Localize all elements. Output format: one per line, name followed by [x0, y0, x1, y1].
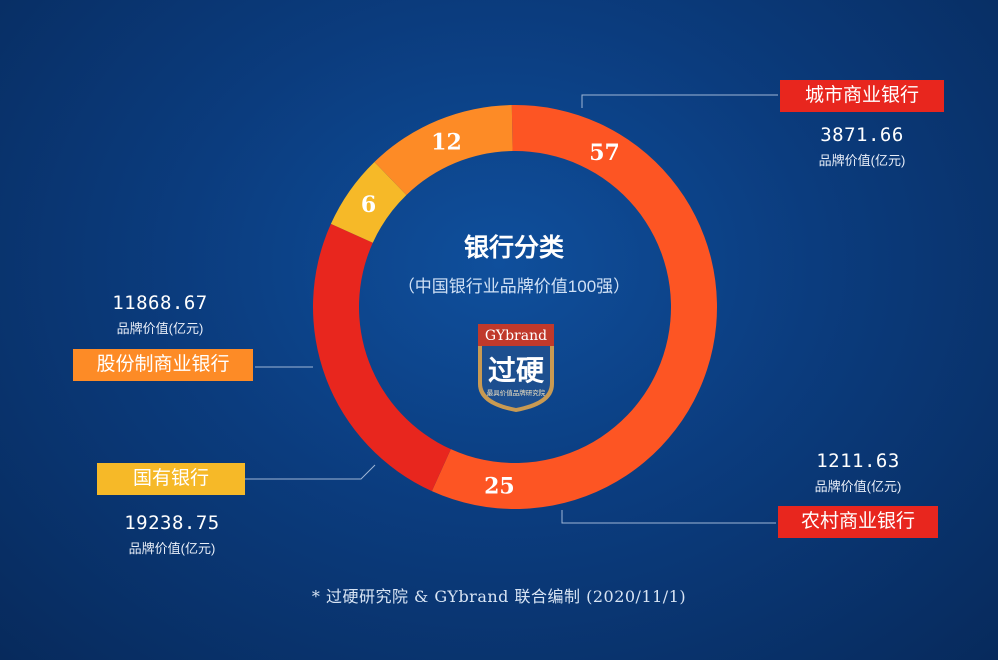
logo-brand-text: GYbrand	[485, 328, 547, 344]
brand-value-rural-commercial: 1211.63	[816, 450, 900, 472]
logo-name-text: 过硬	[488, 354, 545, 387]
source-footnote: * 过硬研究院 & GYbrand 联合编制 (2020/11/1)	[311, 587, 687, 606]
logo-tagline-text: 最具价值品牌研究院	[487, 388, 546, 397]
legend-tag-joint-stock: 股份制商业银行	[73, 349, 253, 381]
slice-value-label-joint-stock: 12	[431, 130, 462, 156]
slice-joint-stock	[374, 105, 513, 195]
brand-value-unit: 品牌价值(亿元)	[128, 541, 216, 556]
leader-state-owned	[227, 464, 376, 480]
slice-value-label-state-owned: 6	[361, 192, 376, 218]
slice-rural-commercial	[312, 223, 451, 492]
slice-value-label-rural-commercial: 25	[484, 473, 515, 499]
value-block-rural-commercial: 1211.63 品牌价值(亿元)	[776, 450, 940, 495]
leader-rural-commercial	[561, 510, 776, 524]
slice-city-commercial	[431, 105, 718, 509]
brand-value-state-owned: 19238.75	[124, 512, 220, 534]
slice-state-owned	[330, 161, 407, 243]
legend-tag-city-commercial: 城市商业银行	[780, 80, 944, 112]
legend-tag-rural-commercial: 农村商业银行	[778, 506, 938, 538]
value-block-city-commercial: 3871.66 品牌价值(亿元)	[780, 124, 944, 169]
brand-value-unit: 品牌价值(亿元)	[116, 321, 204, 336]
leader-lines	[227, 94, 778, 524]
brand-value-city-commercial: 3871.66	[820, 124, 904, 146]
value-block-joint-stock: 11868.67 品牌价值(亿元)	[80, 292, 240, 337]
brand-value-joint-stock: 11868.67	[112, 292, 208, 314]
chart-subtitle: （中国银行业品牌价值100强）	[397, 277, 631, 296]
donut-slices	[312, 105, 718, 509]
slice-value-labels: 57 25 6 12	[361, 130, 620, 500]
slice-value-label-city-commercial: 57	[589, 140, 620, 166]
gybrand-logo: GYbrand 过硬 最具价值品牌研究院	[478, 324, 554, 412]
chart-title: 银行分类	[463, 234, 564, 262]
value-block-state-owned: 19238.75 品牌价值(亿元)	[92, 512, 252, 557]
brand-value-unit: 品牌价值(亿元)	[818, 153, 906, 168]
brand-value-unit: 品牌价值(亿元)	[814, 479, 902, 494]
legend-tag-state-owned: 国有银行	[97, 463, 245, 495]
leader-city-commercial	[581, 94, 778, 108]
